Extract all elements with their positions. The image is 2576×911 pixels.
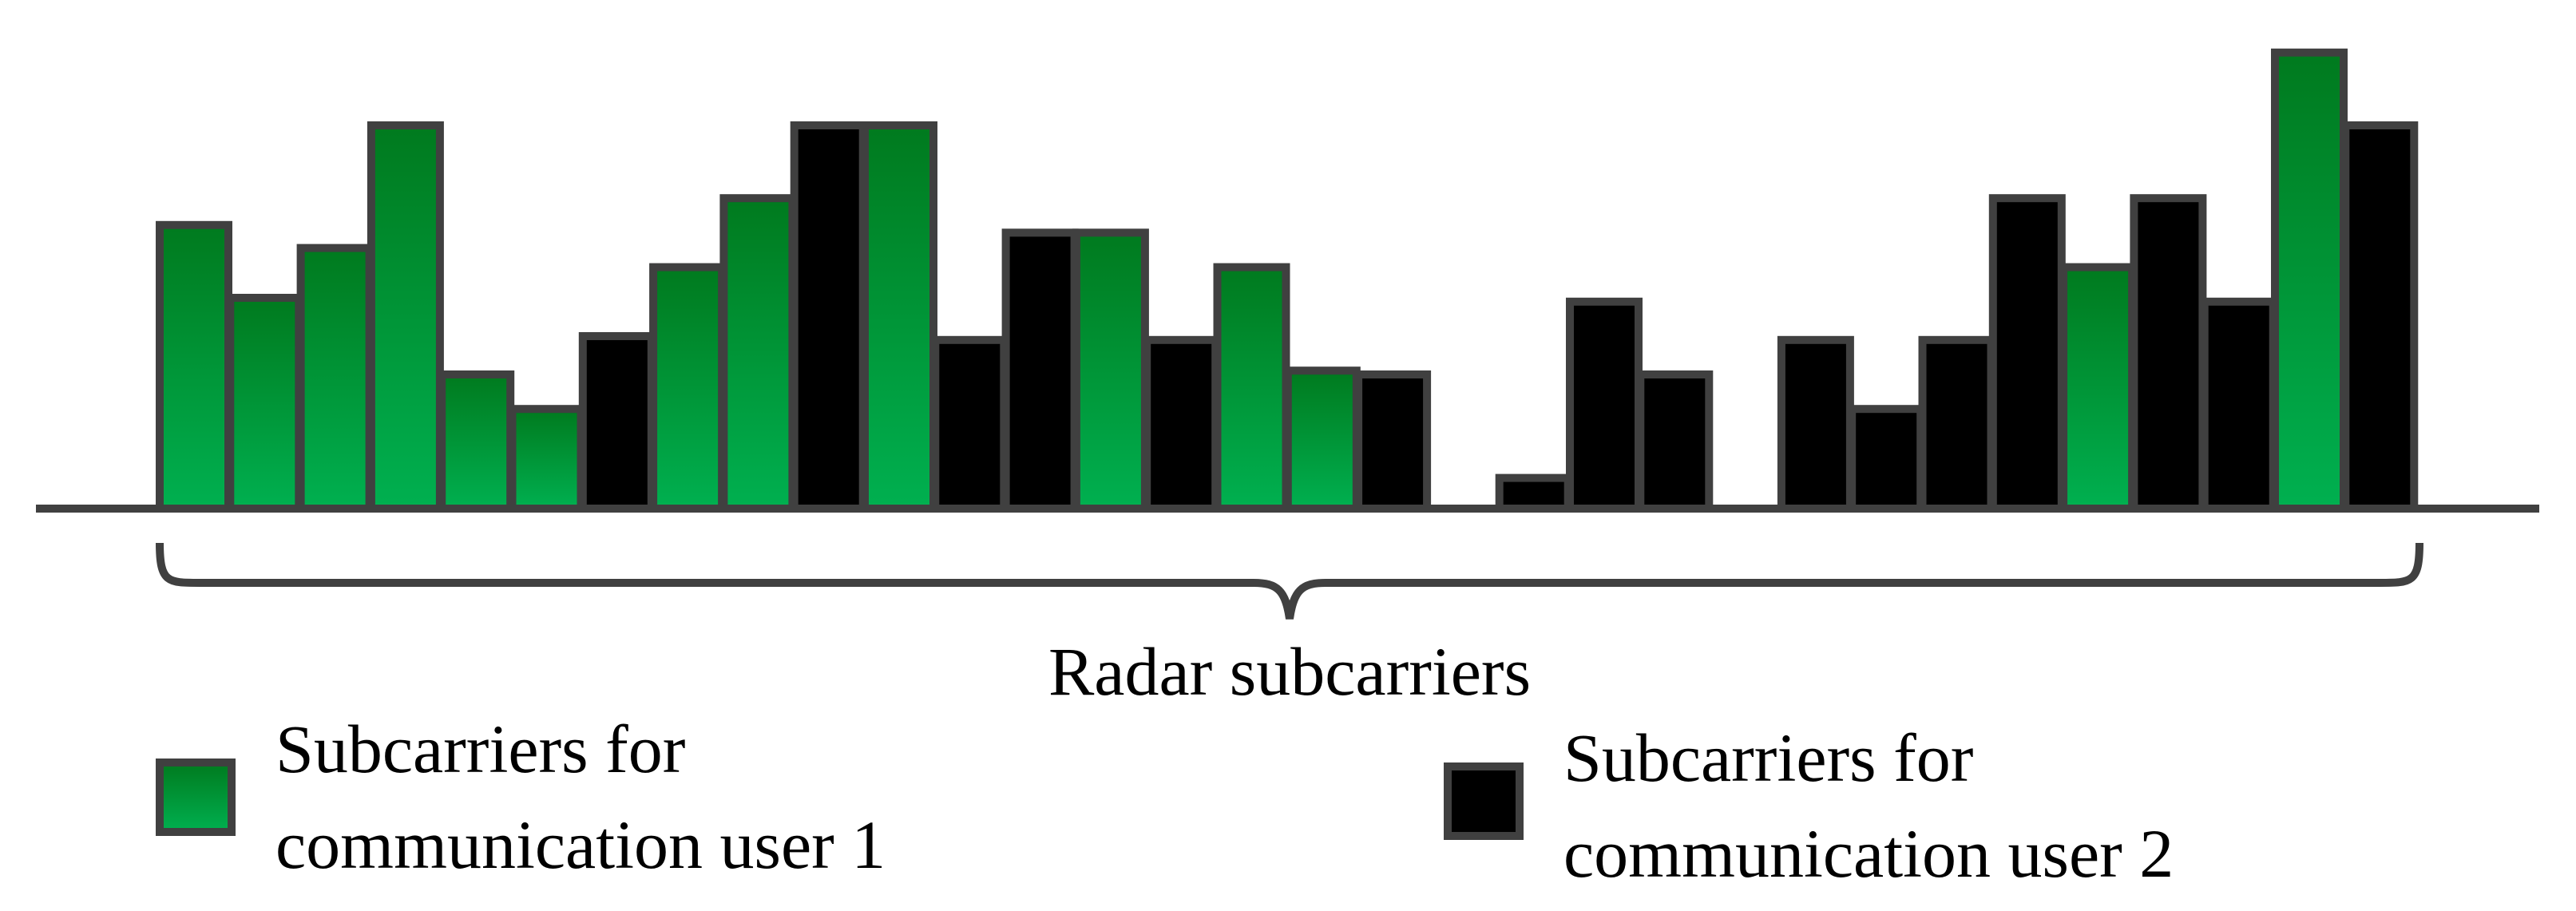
subcarrier-bar-user1 xyxy=(438,370,515,513)
subcarrier-bar-user2 xyxy=(1918,335,1995,513)
subcarrier-bar-user1 xyxy=(508,405,585,513)
radar-subcarriers-label: Radar subcarriers xyxy=(1048,633,1531,710)
subcarrier-bar-user2 xyxy=(1566,297,1643,513)
legend-user1-label-line1: Subcarriers for xyxy=(275,711,685,787)
legend-user1-swatch xyxy=(156,759,236,836)
subcarrier-bar-user1 xyxy=(226,294,303,513)
subcarrier-bar-user2 xyxy=(578,332,656,513)
subcarrier-bar-user1 xyxy=(1072,228,1149,513)
subcarrier-bar-user2 xyxy=(2200,297,2277,513)
subcarrier-bars xyxy=(156,48,2419,513)
subcarrier-bar-user2 xyxy=(1143,335,1220,513)
subcarrier-bar-user1 xyxy=(367,121,444,513)
subcarrier-bar-user2 xyxy=(1848,405,1925,513)
subcarrier-bar-user1 xyxy=(649,263,727,513)
subcarrier-bar-user2 xyxy=(2130,194,2207,513)
legend-user2-swatch xyxy=(1444,762,1524,840)
subcarrier-bar-user2 xyxy=(1636,370,1714,513)
subcarrier-bar-user1 xyxy=(1283,366,1361,513)
subcarrier-bar-user1 xyxy=(2059,263,2137,513)
subcarrier-bar-user2 xyxy=(1354,370,1432,513)
subcarrier-bar-user2 xyxy=(931,335,1009,513)
legend-user1-label-line2: communication user 1 xyxy=(275,806,886,883)
subcarrier-bar-user1 xyxy=(156,220,232,513)
subcarrier-bar-user1 xyxy=(296,244,374,513)
subcarrier-bar-user2 xyxy=(2341,121,2419,513)
subcarrier-bar-user2 xyxy=(790,121,867,513)
subcarrier-bar-user1 xyxy=(861,121,937,513)
subcarrier-bar-user1 xyxy=(1213,263,1290,513)
subcarrier-bar-user2 xyxy=(1495,473,1572,513)
subcarrier-bar-user2 xyxy=(1001,228,1079,513)
subcarrier-bar-user2 xyxy=(1988,194,2066,513)
subcarrier-bar-user1 xyxy=(2271,48,2348,513)
subcarrier-bar-user2 xyxy=(1777,335,1854,513)
subcarrier-bar-user1 xyxy=(719,194,797,513)
radar-subcarriers-brace xyxy=(156,542,2423,620)
legend-user2-label-line2: communication user 2 xyxy=(1563,815,2174,892)
legend-user2-label-line1: Subcarriers for xyxy=(1563,719,1973,796)
